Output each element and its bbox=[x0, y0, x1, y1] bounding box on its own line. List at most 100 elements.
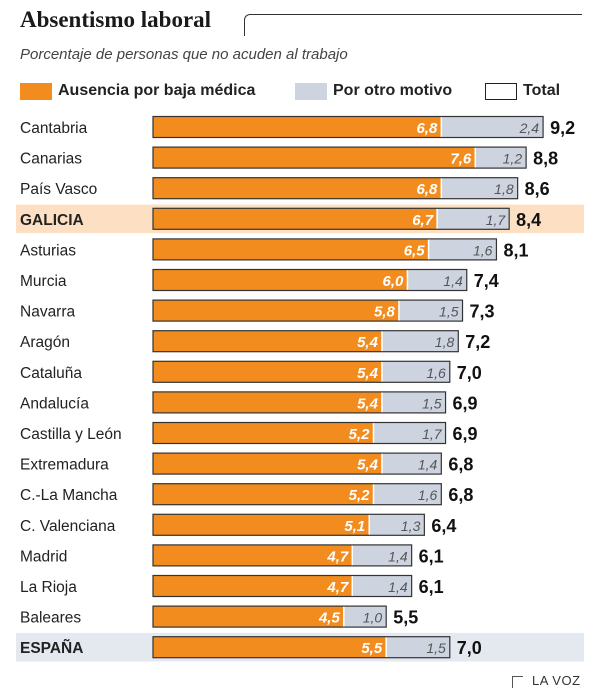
category-label-baleares: Baleares bbox=[20, 610, 81, 627]
value-label-otro-motivo-cataluna: 1,6 bbox=[426, 365, 446, 381]
bar-total-outline-extremadura bbox=[152, 452, 442, 475]
chart-subtitle: Porcentaje de personas que no acuden al … bbox=[20, 46, 348, 63]
value-label-baja-medica-navarra: 5,8 bbox=[374, 304, 396, 321]
category-label-canarias: Canarias bbox=[20, 151, 82, 168]
bar-baja-medica-canarias bbox=[153, 147, 476, 169]
value-label-baja-medica-c-la-mancha: 5,2 bbox=[349, 487, 371, 504]
value-label-baja-medica-espana: 5,5 bbox=[361, 640, 383, 657]
title-rule bbox=[244, 14, 582, 36]
bar-total-outline-aragon bbox=[152, 330, 459, 353]
bar-total-outline-la-rioja bbox=[152, 574, 413, 598]
bar-baja-medica-pais-vasco bbox=[153, 177, 442, 199]
category-label-murcia: Murcia bbox=[20, 273, 67, 290]
value-label-total-pais-vasco: 8,6 bbox=[525, 179, 550, 199]
value-label-total-cataluna: 7,0 bbox=[457, 363, 482, 383]
value-label-total-castilla-y-leon: 6,9 bbox=[453, 424, 478, 444]
value-label-otro-motivo-madrid: 1,4 bbox=[388, 548, 408, 564]
value-label-otro-motivo-espana: 1,5 bbox=[426, 640, 446, 656]
bar-total-outline-canarias bbox=[152, 146, 527, 169]
value-label-otro-motivo-pais-vasco: 1,8 bbox=[494, 181, 514, 197]
bar-otro-motivo-espana bbox=[386, 636, 450, 658]
value-label-total-c-valenciana: 6,4 bbox=[431, 516, 456, 536]
bar-otro-motivo-madrid bbox=[352, 544, 412, 566]
category-label-c-valenciana: C. Valenciana bbox=[20, 518, 116, 535]
bar-total-outline-andalucia bbox=[152, 391, 447, 414]
value-label-total-madrid: 6,1 bbox=[419, 546, 444, 566]
value-label-total-aragon: 7,2 bbox=[465, 332, 490, 352]
bar-total-outline-galicia bbox=[152, 207, 510, 230]
category-label-navarra: Navarra bbox=[20, 304, 76, 321]
value-label-baja-medica-asturias: 6,5 bbox=[404, 242, 426, 259]
value-label-otro-motivo-c-la-mancha: 1,6 bbox=[418, 487, 438, 503]
value-label-baja-medica-extremadura: 5,4 bbox=[357, 457, 379, 474]
source-label: LA VOZ bbox=[532, 673, 581, 688]
value-label-total-andalucia: 6,9 bbox=[453, 393, 478, 413]
category-label-espana: ESPAÑA bbox=[20, 639, 83, 657]
category-label-la-rioja: La Rioja bbox=[20, 579, 77, 596]
legend-label-baja-medica: Ausencia por baja médica bbox=[58, 82, 256, 99]
bar-otro-motivo-baleares bbox=[343, 606, 387, 628]
value-label-baja-medica-castilla-y-leon: 5,2 bbox=[349, 426, 371, 443]
value-label-baja-medica-madrid: 4,7 bbox=[326, 548, 349, 565]
bar-otro-motivo-c-valenciana bbox=[369, 514, 425, 536]
value-label-otro-motivo-navarra: 1,5 bbox=[439, 304, 459, 320]
bar-baja-medica-andalucia bbox=[153, 391, 382, 413]
bar-total-outline-murcia bbox=[152, 268, 468, 292]
category-label-pais-vasco: País Vasco bbox=[20, 181, 97, 198]
chart-title: Absentismo laboral bbox=[20, 7, 212, 32]
category-label-cataluna: Cataluña bbox=[20, 365, 82, 382]
value-label-otro-motivo-extremadura: 1,4 bbox=[418, 457, 438, 473]
category-label-cantabria: Cantabria bbox=[20, 120, 88, 137]
value-label-baja-medica-canarias: 7,6 bbox=[450, 151, 472, 168]
bar-otro-motivo-extremadura bbox=[381, 453, 442, 475]
bar-total-outline-baleares bbox=[152, 605, 387, 628]
bar-total-outline-cantabria bbox=[152, 115, 544, 139]
bar-otro-motivo-murcia bbox=[407, 269, 467, 291]
legend-item-otro-motivo: Por otro motivo bbox=[295, 82, 452, 100]
bar-otro-motivo-asturias bbox=[428, 238, 497, 260]
value-label-otro-motivo-castilla-y-leon: 1,7 bbox=[422, 426, 443, 442]
value-label-total-navarra: 7,3 bbox=[470, 302, 495, 322]
category-label-madrid: Madrid bbox=[20, 548, 67, 565]
bar-baja-medica-espana bbox=[153, 636, 387, 658]
value-label-baja-medica-baleares: 4,5 bbox=[318, 610, 341, 627]
bar-baja-medica-baleares bbox=[153, 606, 344, 628]
value-label-total-canarias: 8,8 bbox=[533, 149, 558, 169]
value-label-baja-medica-andalucia: 5,4 bbox=[357, 395, 379, 412]
value-label-baja-medica-c-valenciana: 5,1 bbox=[344, 518, 365, 535]
bar-baja-medica-madrid bbox=[153, 544, 353, 566]
bar-baja-medica-cantabria bbox=[153, 116, 442, 138]
value-label-baja-medica-aragon: 5,4 bbox=[357, 334, 379, 351]
bar-otro-motivo-pais-vasco bbox=[441, 177, 518, 199]
bar-total-outline-navarra bbox=[152, 299, 464, 322]
category-label-extremadura: Extremadura bbox=[20, 457, 109, 474]
legend-swatch-total bbox=[485, 82, 517, 100]
category-label-asturias: Asturias bbox=[20, 242, 76, 259]
value-label-total-baleares: 5,5 bbox=[393, 608, 418, 628]
bar-otro-motivo-canarias bbox=[475, 147, 527, 169]
value-label-baja-medica-cantabria: 6,8 bbox=[416, 120, 438, 137]
value-label-total-cantabria: 9,2 bbox=[550, 118, 575, 138]
value-label-baja-medica-la-rioja: 4,7 bbox=[326, 579, 349, 596]
bar-otro-motivo-galicia bbox=[437, 208, 510, 230]
bar-total-outline-asturias bbox=[152, 238, 498, 261]
category-label-aragon: Aragón bbox=[20, 334, 70, 351]
bar-otro-motivo-c-la-mancha bbox=[373, 483, 442, 505]
legend-item-baja-medica: Ausencia por baja médica bbox=[20, 82, 255, 100]
value-label-otro-motivo-la-rioja: 1,4 bbox=[388, 579, 408, 595]
bar-baja-medica-c-valenciana bbox=[153, 514, 370, 536]
bar-total-outline-espana bbox=[152, 636, 451, 659]
bar-total-outline-castilla-y-leon bbox=[152, 421, 447, 445]
footer-rule bbox=[512, 676, 523, 688]
value-label-baja-medica-cataluna: 5,4 bbox=[357, 365, 379, 382]
value-label-total-c-la-mancha: 6,8 bbox=[448, 485, 473, 505]
legend-label-total: Total bbox=[523, 82, 561, 99]
bar-otro-motivo-aragon bbox=[381, 330, 459, 352]
legend-item-total: Total bbox=[485, 82, 560, 100]
value-label-total-murcia: 7,4 bbox=[474, 271, 499, 291]
bar-baja-medica-murcia bbox=[153, 269, 408, 291]
value-label-otro-motivo-cantabria: 2,4 bbox=[519, 120, 540, 136]
category-label-c-la-mancha: C.-La Mancha bbox=[20, 487, 118, 504]
value-label-total-galicia: 8,4 bbox=[516, 210, 541, 230]
